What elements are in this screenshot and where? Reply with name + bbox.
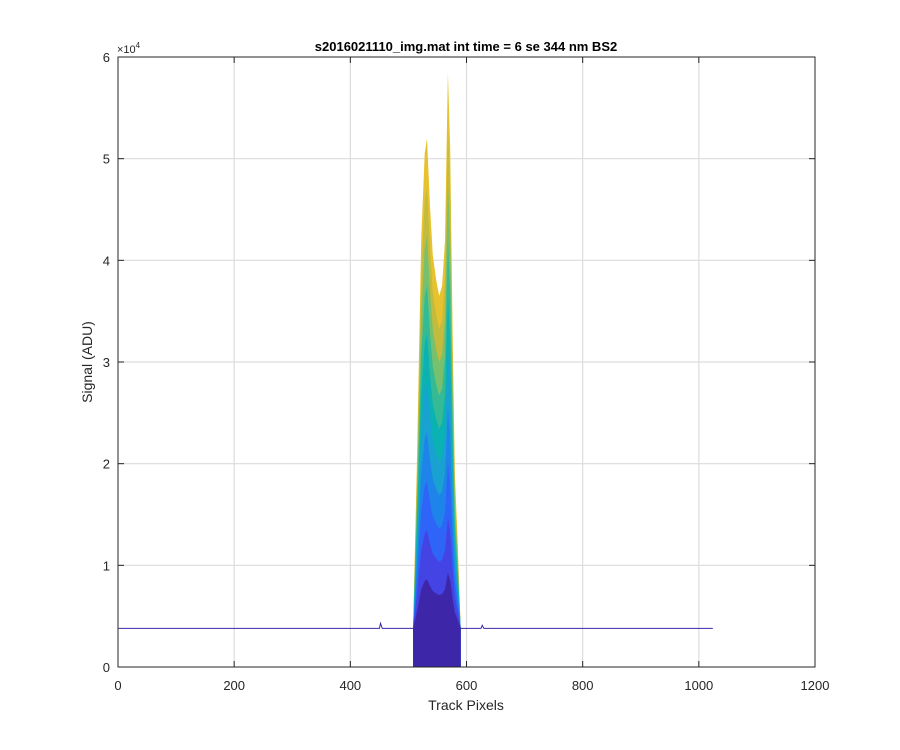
grid (118, 57, 815, 667)
x-tick-label: 400 (339, 678, 361, 693)
x-tick-label: 1200 (801, 678, 830, 693)
plot-data (118, 72, 713, 668)
x-tick-label: 1000 (684, 678, 713, 693)
x-tick-label: 800 (572, 678, 594, 693)
y-exponent-power: 4 (136, 41, 141, 50)
y-exponent-base: ×10 (117, 44, 136, 56)
baseline-trace (118, 621, 713, 629)
x-tick-label: 0 (114, 678, 121, 693)
chart-title: s2016021110_img.mat int time = 6 se 344 … (315, 39, 617, 54)
y-tick-label: 6 (103, 50, 110, 65)
x-axis-label: Track Pixels (428, 697, 504, 713)
y-tick-label: 0 (103, 660, 110, 675)
x-tick-label: 200 (223, 678, 245, 693)
peak-layer-9 (413, 572, 461, 667)
y-tick-label: 3 (103, 355, 110, 370)
axes (117, 56, 816, 668)
x-tick-label: 600 (456, 678, 478, 693)
y-tick-label: 2 (103, 457, 110, 472)
y-axis-label: Signal (ADU) (79, 321, 95, 403)
y-tick-label: 4 (103, 253, 110, 268)
y-tick-label: 5 (103, 152, 110, 167)
y-exponent-label: ×104 (117, 41, 141, 56)
y-tick-label: 1 (103, 558, 110, 573)
tick-labels: 0 200 400 600 800 1000 1200 0 1 2 3 4 5 6 (103, 50, 830, 693)
